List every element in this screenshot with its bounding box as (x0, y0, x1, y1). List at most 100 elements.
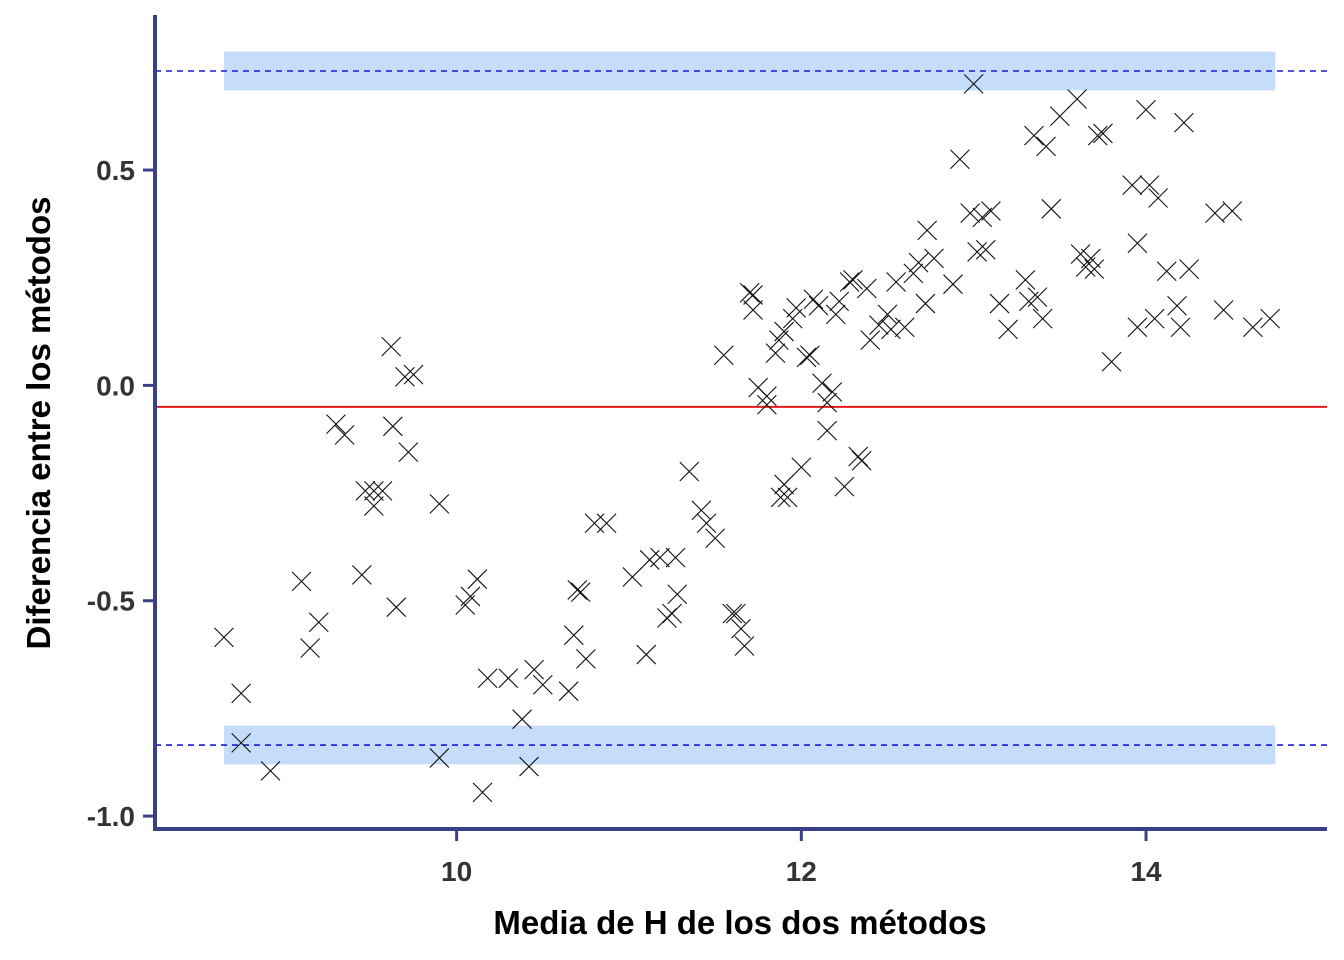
data-point (696, 513, 717, 534)
reference-lines (155, 70, 1327, 746)
data-point (1170, 317, 1191, 338)
data-point-stroke (1041, 198, 1062, 219)
data-point-stroke (532, 674, 553, 695)
data-point-stroke (300, 638, 321, 658)
data-point-stroke (774, 474, 794, 495)
y-tick-label: -0.5 (87, 586, 135, 617)
data-point (563, 625, 584, 646)
data-point-stroke (903, 263, 924, 284)
data-point (1032, 308, 1053, 329)
data-point (1084, 259, 1105, 279)
data-point-stroke (800, 345, 820, 366)
data-point-stroke (1144, 308, 1165, 329)
data-point (743, 285, 763, 305)
data-point-stroke (429, 493, 450, 514)
data-point (260, 760, 281, 781)
data-point-stroke (972, 207, 993, 228)
data-point (975, 239, 996, 260)
data-point-stroke (363, 496, 384, 516)
data-point (822, 381, 843, 402)
data-point-stroke (231, 732, 252, 753)
data-point (734, 636, 755, 656)
data-point (558, 681, 579, 702)
data-point-stroke (575, 648, 596, 669)
data-point-stroke (665, 547, 686, 568)
data-point-stroke (777, 487, 798, 508)
data-point-stroke (1156, 261, 1177, 282)
data-point-stroke (963, 74, 984, 94)
data-point-stroke (949, 149, 970, 170)
data-point (981, 201, 1001, 221)
data-point-stroke (839, 272, 860, 292)
data-point (691, 500, 712, 521)
data-point (326, 414, 346, 435)
data-point-stroke (756, 394, 777, 415)
data-point-stroke (791, 457, 812, 478)
data-point (1070, 244, 1091, 264)
data-point (786, 297, 807, 318)
data-point (774, 321, 794, 342)
data-point-stroke (786, 297, 807, 318)
data-point-stroke (731, 618, 751, 639)
data-point (777, 487, 798, 508)
data-point-stroke (981, 201, 1001, 221)
data-point (722, 603, 743, 624)
data-point (1148, 188, 1168, 208)
data-point-stroke (1136, 99, 1156, 120)
data-point-stroke (908, 252, 929, 273)
data-point (1087, 125, 1108, 146)
data-point-stroke (722, 603, 743, 624)
data-point (829, 291, 850, 312)
data-point-stroke (622, 567, 643, 587)
data-point (998, 319, 1019, 340)
data-point (812, 373, 832, 394)
data-point (679, 461, 700, 482)
data-point (1205, 203, 1225, 224)
data-point-stroke (1167, 295, 1187, 316)
data-point (860, 330, 881, 351)
data-point-stroke (395, 366, 415, 387)
data-point-stroke (1032, 308, 1053, 329)
data-point (460, 586, 481, 607)
data-point-stroke (769, 330, 789, 351)
data-point (363, 481, 384, 501)
data-point (1167, 295, 1187, 316)
data-point (351, 565, 372, 585)
data-point-stroke (1127, 317, 1148, 338)
data-point-stroke (662, 603, 682, 624)
data-point-stroke (967, 241, 988, 262)
data-point-stroke (1015, 269, 1036, 290)
data-point-stroke (1101, 351, 1122, 372)
data-point-stroke (1093, 123, 1113, 144)
data-point-stroke (705, 528, 726, 549)
data-point-stroke (1148, 188, 1168, 208)
data-point-stroke (960, 203, 981, 224)
data-point (705, 528, 726, 549)
data-point-stroke (524, 659, 545, 680)
data-point (575, 648, 596, 669)
data-point-stroke (308, 612, 329, 633)
data-point-stroke (848, 446, 869, 467)
data-point (1222, 201, 1243, 221)
data-point (214, 627, 234, 648)
data-point-stroke (372, 481, 393, 501)
data-point (1015, 269, 1036, 290)
data-point (429, 748, 450, 768)
data-point-stroke (808, 295, 829, 316)
data-point-stroke (782, 308, 803, 329)
data-point-stroke (498, 668, 519, 689)
data-point-stroke (975, 239, 996, 260)
data-point-stroke (363, 481, 384, 501)
data-point-stroke (403, 364, 424, 385)
data-point-stroke (743, 285, 763, 305)
data-point (667, 584, 688, 605)
data-point (782, 308, 803, 329)
data-point (665, 547, 686, 568)
data-point (725, 603, 746, 624)
data-point (1027, 287, 1048, 307)
data-point (1136, 99, 1156, 120)
data-point (334, 425, 355, 445)
data-point (1093, 123, 1113, 144)
data-point (967, 241, 988, 262)
data-point (403, 364, 424, 385)
